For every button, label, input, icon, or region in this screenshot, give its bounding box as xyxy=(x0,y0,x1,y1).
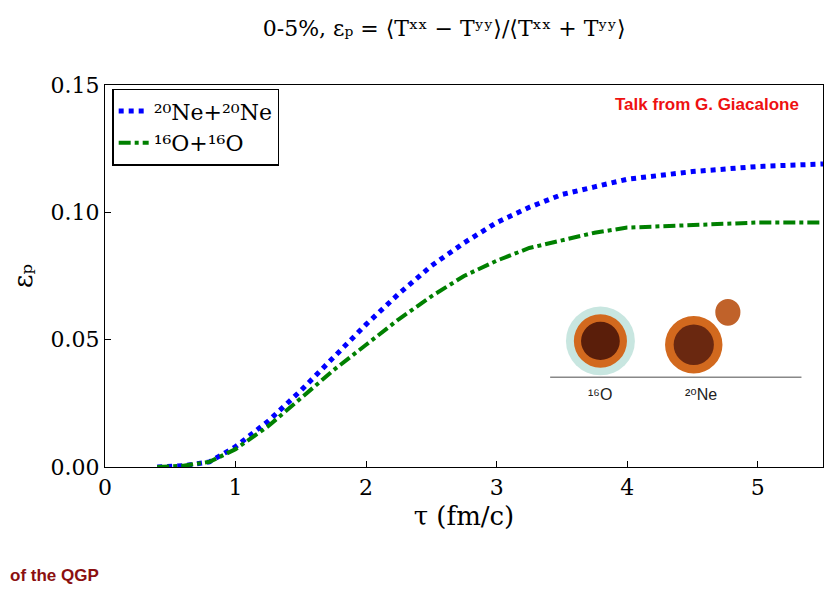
svg-text:of the QGP: of the QGP xyxy=(10,566,99,585)
svg-text:2: 2 xyxy=(359,475,373,500)
svg-text:¹⁶O+¹⁶O: ¹⁶O+¹⁶O xyxy=(154,131,244,156)
svg-text:5: 5 xyxy=(751,475,765,500)
svg-text:4: 4 xyxy=(620,475,634,500)
svg-text:3: 3 xyxy=(490,475,504,500)
svg-text:²⁰Ne: ²⁰Ne xyxy=(685,386,717,403)
svg-text:Talk from G. Giacalone: Talk from G. Giacalone xyxy=(615,95,799,114)
svg-text:0.00: 0.00 xyxy=(51,455,100,480)
svg-text:0.15: 0.15 xyxy=(51,73,100,98)
svg-text:0.05: 0.05 xyxy=(51,327,100,352)
svg-text:εₚ: εₚ xyxy=(8,264,38,288)
svg-text:τ (fm/c): τ (fm/c) xyxy=(414,501,515,531)
svg-text:0: 0 xyxy=(98,475,112,500)
svg-text:0-5%, εₚ = ⟨Tˣˣ − Tʸʸ⟩/⟨Tˣˣ +: 0-5%, εₚ = ⟨Tˣˣ − Tʸʸ⟩/⟨Tˣˣ + Tʸʸ⟩ xyxy=(263,16,626,41)
svg-text:0.10: 0.10 xyxy=(51,200,100,225)
svg-text:¹⁶O: ¹⁶O xyxy=(588,386,612,403)
svg-text:1: 1 xyxy=(229,475,243,500)
svg-text:²⁰Ne+²⁰Ne: ²⁰Ne+²⁰Ne xyxy=(154,100,272,125)
